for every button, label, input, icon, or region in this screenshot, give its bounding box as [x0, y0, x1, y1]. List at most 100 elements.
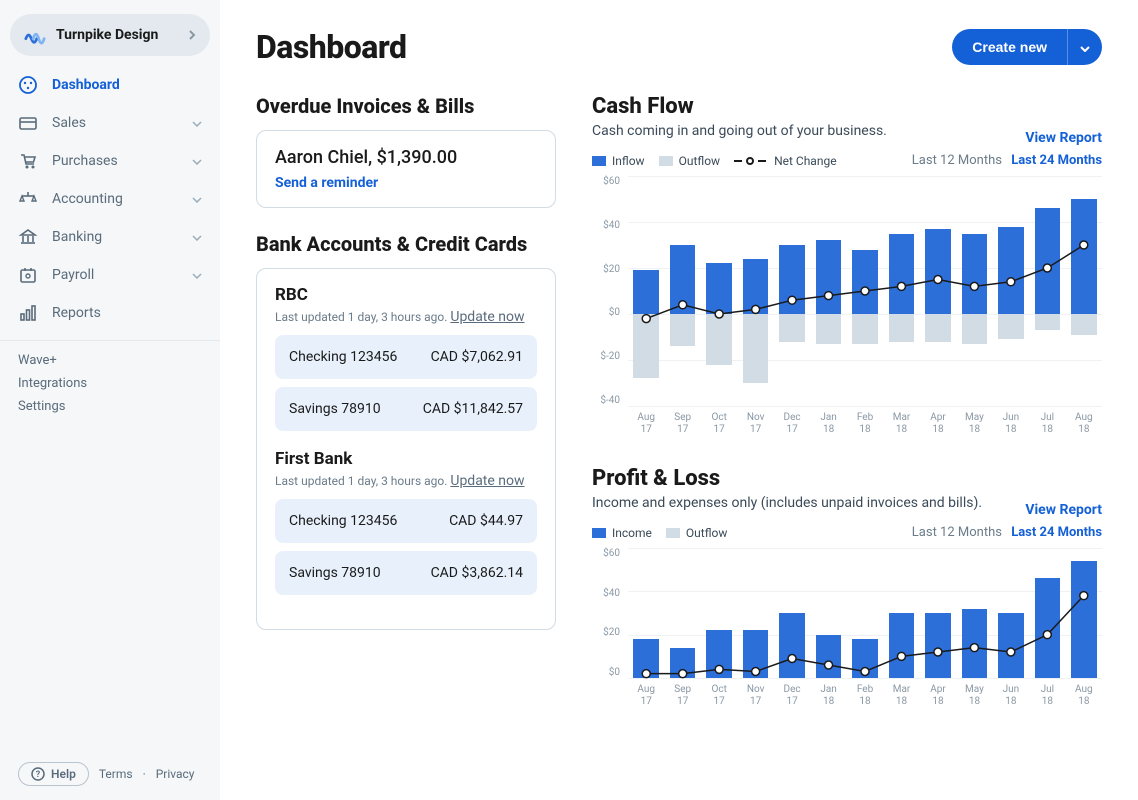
x-label: Nov17 — [737, 684, 773, 708]
svg-text:?: ? — [36, 770, 41, 780]
page-title: Dashboard — [256, 28, 406, 66]
nav-item-sales[interactable]: Sales — [0, 104, 220, 142]
help-button[interactable]: ? Help — [18, 762, 89, 786]
bank-updated: Last updated 1 day, 3 hours ago. Update … — [275, 473, 537, 489]
account-row[interactable]: Savings 78910 CAD $11,842.57 — [275, 387, 537, 431]
help-icon: ? — [31, 767, 45, 781]
create-new-split-button: Create new — [952, 29, 1102, 65]
y-tick: $60 — [592, 176, 620, 187]
nav-label: Payroll — [52, 267, 94, 283]
create-new-dropdown[interactable] — [1067, 29, 1102, 65]
nav-item-payroll[interactable]: Payroll — [0, 256, 220, 294]
y-tick: $20 — [592, 264, 620, 275]
y-tick: $-40 — [592, 395, 620, 406]
x-label: Jul18 — [1029, 684, 1065, 708]
x-label: Jul18 — [1029, 412, 1065, 436]
chevron-right-icon — [188, 26, 196, 45]
nav-label: Banking — [52, 229, 102, 245]
x-label: Dec17 — [774, 684, 810, 708]
cashflow-view-report[interactable]: View Report — [1025, 130, 1102, 146]
x-label: Sep17 — [664, 684, 700, 708]
pnl-range-24mo[interactable]: Last 24 Months — [1011, 525, 1102, 540]
y-tick: $20 — [592, 627, 620, 638]
nav-secondary: Wave+IntegrationsSettings — [0, 340, 220, 418]
overdue-title: Overdue Invoices & Bills — [256, 94, 556, 118]
nav-item-accounting[interactable]: Accounting — [0, 180, 220, 218]
nav-secondary-settings[interactable]: Settings — [18, 395, 202, 418]
outflow-label: Outflow — [679, 154, 720, 168]
nav-label: Dashboard — [52, 77, 120, 93]
nav-item-reports[interactable]: Reports — [0, 294, 220, 332]
bank-name: RBC — [275, 285, 537, 305]
y-tick: $40 — [592, 220, 620, 231]
pnl-range-switch: Last 12 Months Last 24 Months — [912, 525, 1102, 540]
range-12mo[interactable]: Last 12 Months — [912, 153, 1002, 168]
x-label: Jun18 — [993, 684, 1029, 708]
inflow-swatch — [592, 156, 606, 166]
x-label: Dec17 — [774, 412, 810, 436]
x-label: Jan18 — [810, 684, 846, 708]
x-label: Aug18 — [1066, 684, 1102, 708]
privacy-link[interactable]: Privacy — [156, 767, 195, 781]
dashboard-icon — [18, 75, 38, 95]
range-24mo[interactable]: Last 24 Months — [1011, 153, 1102, 168]
x-label: Aug17 — [628, 684, 664, 708]
cashflow-legend: Inflow Outflow Net Change Last 12 Months… — [592, 153, 1102, 168]
pnl-outflow-label: Outflow — [686, 526, 727, 540]
main-content: Dashboard Create new Overdue Invoices & … — [220, 0, 1138, 800]
account-label: Savings 78910 — [289, 401, 381, 417]
cashflow-title: Cash Flow — [592, 94, 694, 119]
x-label: Oct17 — [701, 684, 737, 708]
pnl-view-report[interactable]: View Report — [1025, 502, 1102, 518]
nav-secondary-integrations[interactable]: Integrations — [18, 372, 202, 395]
nav-label: Reports — [52, 305, 101, 321]
terms-link[interactable]: Terms — [99, 767, 133, 781]
y-tick: $0 — [592, 307, 620, 318]
x-label: Aug17 — [628, 412, 664, 436]
chevron-down-icon — [192, 191, 202, 207]
y-tick: $60 — [592, 548, 620, 559]
pnl-outflow-swatch — [666, 528, 680, 538]
banking-icon — [18, 227, 38, 247]
income-label: Income — [612, 526, 652, 540]
account-row[interactable]: Checking 123456CAD $44.97 — [275, 499, 537, 543]
update-now-link[interactable]: Update now — [450, 309, 524, 325]
nav-secondary-waveplus[interactable]: Wave+ — [18, 349, 202, 372]
x-label: May18 — [956, 412, 992, 436]
outflow-swatch — [659, 156, 673, 166]
org-switcher[interactable]: Turnpike Design — [10, 14, 210, 56]
y-tick: $-20 — [592, 351, 620, 362]
account-row[interactable]: Checking 123456CAD $7,062.91 — [275, 335, 537, 379]
nav-item-banking[interactable]: Banking — [0, 218, 220, 256]
update-now-link[interactable]: Update now — [450, 473, 524, 489]
nav-primary: Dashboard SalesPurchasesAccounting Banking… — [0, 66, 220, 332]
nav-item-purchases[interactable]: Purchases — [0, 142, 220, 180]
banks-title: Bank Accounts & Credit Cards — [256, 232, 556, 256]
cashflow-chart: $60 $40 $20 $0 $-20 $-40 — [592, 176, 1102, 406]
x-label: Apr18 — [920, 684, 956, 708]
x-label: May18 — [956, 684, 992, 708]
account-balance: CAD $11,842.57 — [423, 401, 523, 417]
create-new-button[interactable]: Create new — [952, 29, 1067, 65]
net-label: Net Change — [774, 154, 837, 168]
chevron-down-icon — [192, 267, 202, 283]
x-label: Oct17 — [701, 412, 737, 436]
nav-item-dashboard[interactable]: Dashboard — [0, 66, 220, 104]
overdue-amount: $1,390.00 — [377, 147, 458, 168]
sales-icon — [18, 113, 38, 133]
overdue-customer: Aaron Chiel — [275, 147, 368, 168]
pnl-range-12mo[interactable]: Last 12 Months — [912, 525, 1002, 540]
help-label: Help — [51, 767, 76, 781]
x-label: Jun18 — [993, 412, 1029, 436]
pnl-title: Profit & Loss — [592, 466, 720, 491]
y-tick: $40 — [592, 588, 620, 599]
inflow-label: Inflow — [612, 154, 645, 168]
net-line — [628, 548, 1102, 678]
topbar: Dashboard Create new — [256, 28, 1102, 66]
org-name: Turnpike Design — [56, 27, 178, 43]
send-reminder-link[interactable]: Send a reminder — [275, 175, 378, 191]
net-line — [628, 176, 1102, 406]
pnl-legend: Income Outflow Last 12 Months Last 24 Mo… — [592, 525, 1102, 540]
account-row[interactable]: Savings 78910CAD $3,862.14 — [275, 551, 537, 595]
x-label: Feb18 — [847, 412, 883, 436]
